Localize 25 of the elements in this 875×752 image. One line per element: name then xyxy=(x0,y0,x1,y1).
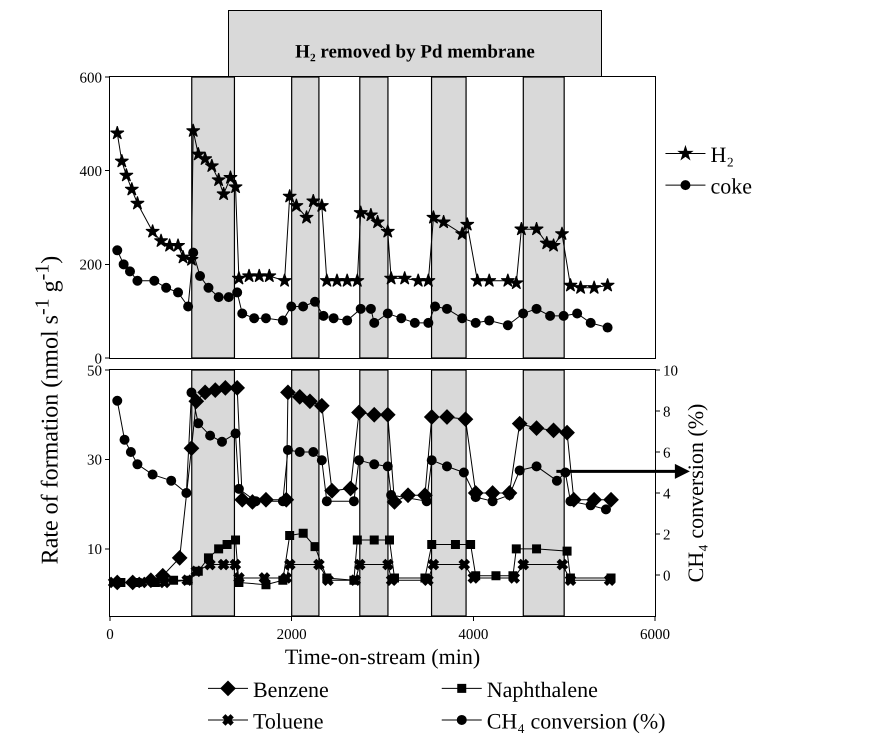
y-tick-label: 10 xyxy=(87,542,102,558)
x-tick-label: 2000 xyxy=(276,627,307,643)
x-tick-label: 4000 xyxy=(458,627,488,643)
legend-label: Toluene xyxy=(253,708,324,734)
x-tick-label: 6000 xyxy=(640,627,670,643)
legend-label: CH₄ conversion (%) xyxy=(486,708,666,734)
y2-tick-label: 2 xyxy=(663,527,670,544)
y-tick-label: 200 xyxy=(80,258,102,274)
x-axis-title: Time-on-stream (min) xyxy=(284,644,480,669)
x-tick-label: 0 xyxy=(106,627,114,643)
y2-tick-label: 10 xyxy=(663,363,678,380)
y2-tick-label: 4 xyxy=(663,486,671,502)
y2-axis-title: CH₄ conversion (%) xyxy=(682,404,708,582)
legend-label: coke xyxy=(710,174,752,199)
legend-label: H₂ xyxy=(710,142,734,168)
y-tick-label: 600 xyxy=(80,70,102,86)
legend-label: Naphthalene xyxy=(486,676,598,702)
y-tick-label: 50 xyxy=(87,363,102,380)
y2-tick-label: 8 xyxy=(663,404,670,420)
y-tick-label: 400 xyxy=(80,164,102,180)
legend-label: Benzene xyxy=(253,676,329,702)
text: H₂ removed by Pd membrane xyxy=(295,42,535,62)
y-tick-label: 30 xyxy=(87,452,102,469)
y2-tick-label: 6 xyxy=(663,445,671,462)
y2-tick-label: 0 xyxy=(663,568,670,584)
